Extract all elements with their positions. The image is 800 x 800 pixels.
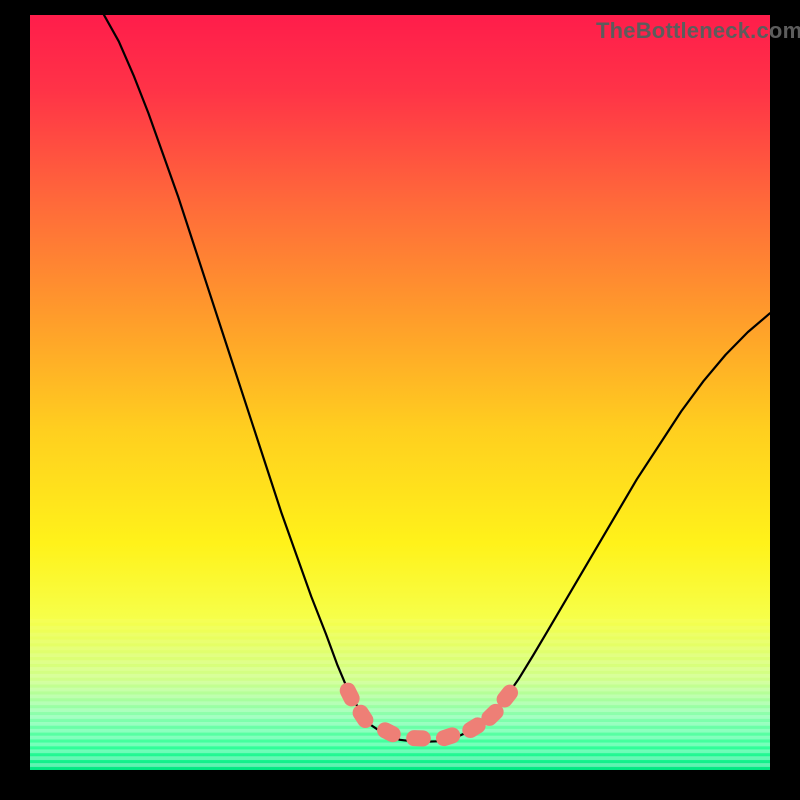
optimal-marker bbox=[406, 730, 430, 746]
watermark-text: TheBottleneck.com bbox=[596, 18, 800, 44]
plot-area bbox=[30, 15, 770, 770]
bottleneck-chart bbox=[30, 15, 770, 770]
